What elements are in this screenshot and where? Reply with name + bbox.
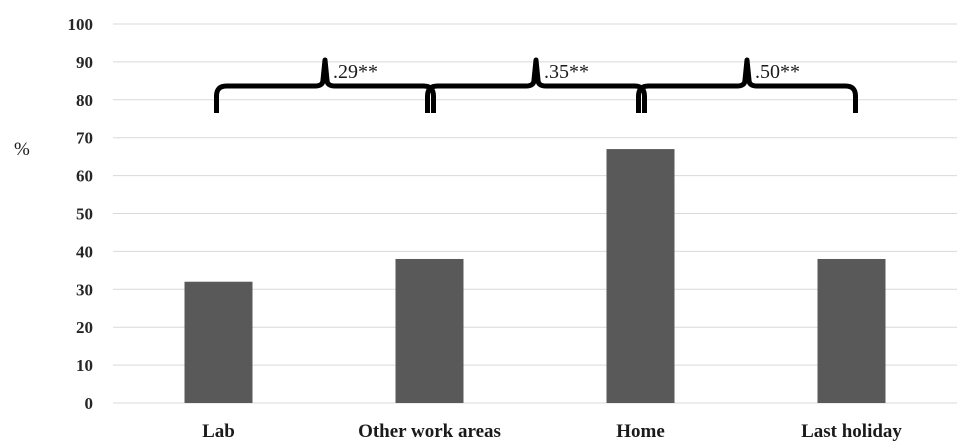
y-tick-label-0: 0 <box>85 394 94 413</box>
y-tick-label-100: 100 <box>68 15 94 34</box>
y-tick-label-30: 30 <box>76 280 93 299</box>
bar-lab <box>184 281 253 403</box>
y-axis-ticks: 0 10 20 30 40 50 60 70 80 90 100 <box>68 15 94 413</box>
significance-label-3: .50** <box>755 61 800 83</box>
bar-other-work-areas <box>395 258 464 403</box>
x-category-label: Lab <box>202 421 235 441</box>
y-tick-label-90: 90 <box>76 53 93 72</box>
bar-home <box>606 149 675 403</box>
x-category-label: Last holiday <box>801 421 902 441</box>
significance-label-2: .35** <box>544 61 589 83</box>
y-tick-label-60: 60 <box>76 167 93 186</box>
x-axis-categories: Lab Other work areas Home Last holiday <box>202 421 902 441</box>
brace-2 <box>425 57 647 113</box>
y-tick-label-10: 10 <box>76 356 93 375</box>
y-tick-label-50: 50 <box>76 205 93 224</box>
y-tick-label-20: 20 <box>76 318 93 337</box>
y-axis-label: % <box>14 139 30 160</box>
significance-label-1: .29** <box>333 61 378 83</box>
brace-1 <box>214 57 436 113</box>
y-tick-label-40: 40 <box>76 242 93 261</box>
y-tick-label-80: 80 <box>76 91 93 110</box>
x-category-label: Home <box>616 421 665 441</box>
y-tick-label-70: 70 <box>76 129 93 148</box>
x-category-label: Other work areas <box>358 421 501 441</box>
bars <box>184 149 886 403</box>
bar-last-holiday <box>817 258 886 403</box>
brace-3 <box>636 57 858 113</box>
significance-annotations: .29** .35** .50** <box>214 57 858 113</box>
gridlines <box>113 23 957 404</box>
